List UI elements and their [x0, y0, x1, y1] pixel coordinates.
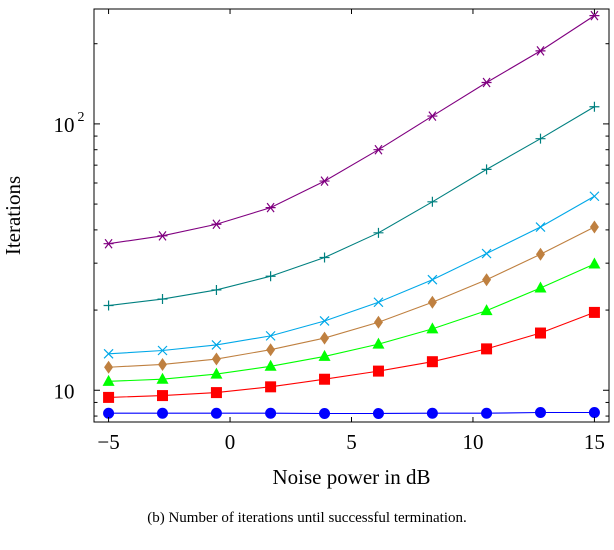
- data-point: [319, 316, 330, 326]
- x-tick-label: 5: [346, 430, 357, 454]
- series-line: [108, 226, 595, 368]
- data-point: [319, 176, 330, 186]
- y-tick-label: 10: [54, 379, 75, 403]
- x-axis-label: Noise power in dB: [272, 465, 430, 489]
- data-point: [211, 352, 221, 366]
- data-point: [265, 407, 277, 419]
- data-point: [319, 373, 331, 385]
- data-point: [210, 367, 223, 379]
- data-point: [211, 219, 222, 230]
- data-point: [210, 407, 222, 419]
- y-axis-label: Iterations: [1, 176, 25, 255]
- data-point: [427, 196, 438, 207]
- data-point: [482, 273, 492, 287]
- x-tick-label: 15: [584, 430, 605, 454]
- data-point: [103, 407, 115, 419]
- data-point: [535, 247, 545, 261]
- data-point: [157, 294, 168, 305]
- series-1: [103, 407, 600, 419]
- series-6: [103, 101, 600, 311]
- data-point: [157, 407, 169, 419]
- series-line: [108, 311, 595, 398]
- series-5: [103, 191, 600, 359]
- data-point: [157, 345, 168, 356]
- plot-frame: [93, 8, 610, 423]
- x-tick-label: 0: [225, 430, 236, 454]
- series-line: [108, 195, 595, 355]
- series-line: [108, 263, 595, 382]
- data-point: [373, 144, 384, 155]
- data-point: [103, 348, 114, 359]
- data-point: [535, 46, 546, 56]
- data-point: [103, 391, 115, 403]
- data-point: [158, 357, 168, 371]
- data-point: [481, 77, 492, 88]
- data-point: [102, 374, 115, 386]
- data-point: [481, 248, 492, 259]
- data-point: [211, 284, 222, 295]
- y-tick-label: 10: [54, 113, 75, 137]
- series-3: [102, 257, 601, 386]
- series-7: [103, 10, 600, 249]
- data-point: [480, 304, 493, 316]
- data-point: [318, 349, 331, 361]
- data-point: [589, 10, 600, 21]
- data-point: [534, 281, 547, 293]
- data-point: [426, 322, 439, 334]
- data-point: [534, 327, 546, 339]
- x-tick-label: −5: [97, 430, 119, 454]
- data-point: [373, 315, 383, 329]
- data-point: [535, 222, 546, 232]
- data-point: [589, 191, 600, 202]
- data-point: [481, 407, 493, 419]
- series-line: [108, 106, 595, 307]
- series-line: [108, 411, 595, 415]
- data-point: [211, 339, 222, 350]
- series-2: [103, 306, 600, 403]
- data-point: [589, 220, 599, 234]
- data-point: [481, 164, 492, 175]
- data-point: [265, 202, 276, 213]
- data-point: [210, 387, 222, 399]
- data-point: [319, 407, 331, 419]
- data-point: [588, 407, 600, 419]
- data-point: [157, 390, 169, 402]
- data-point: [104, 360, 114, 374]
- data-point: [589, 101, 600, 112]
- data-point: [265, 381, 277, 393]
- data-point: [534, 407, 546, 419]
- data-point: [481, 343, 493, 355]
- data-point: [103, 300, 114, 311]
- data-point: [427, 111, 438, 121]
- data-point: [535, 133, 546, 144]
- data-point: [265, 330, 276, 341]
- series-4: [104, 220, 599, 374]
- data-point: [372, 407, 384, 419]
- data-point: [426, 407, 438, 419]
- data-point: [373, 227, 384, 238]
- series-layer: [102, 10, 601, 419]
- data-point: [319, 252, 330, 263]
- data-point: [588, 257, 601, 269]
- figure-caption: (b) Number of iterations until successfu…: [147, 510, 467, 526]
- data-point: [426, 356, 438, 368]
- data-point: [103, 238, 114, 249]
- data-point: [265, 271, 276, 282]
- data-point: [372, 337, 385, 349]
- series-line: [108, 15, 595, 245]
- data-point: [427, 295, 437, 309]
- data-point: [156, 372, 169, 384]
- data-point: [320, 331, 330, 345]
- data-point: [266, 343, 276, 357]
- data-point: [373, 297, 384, 308]
- data-point: [264, 359, 277, 371]
- data-point: [427, 274, 438, 285]
- y-tick-exponent: 2: [78, 110, 85, 125]
- data-point: [588, 306, 600, 318]
- x-tick-label: 10: [462, 430, 483, 454]
- data-point: [372, 365, 384, 377]
- data-point: [157, 230, 168, 241]
